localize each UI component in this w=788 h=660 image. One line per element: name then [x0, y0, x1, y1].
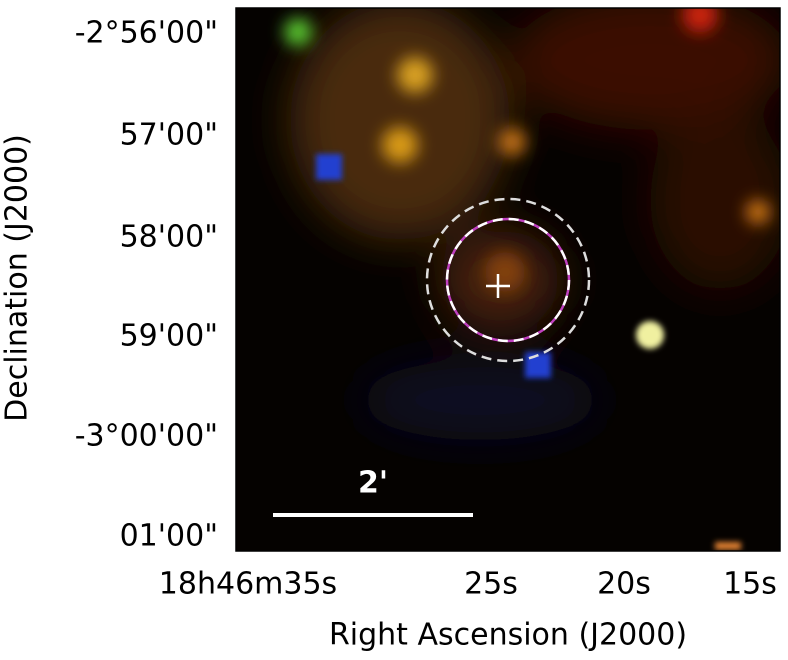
x-tick-label: 20s — [597, 567, 651, 602]
outer-aperture — [425, 197, 591, 363]
scale-bar-label: 2' — [358, 466, 388, 501]
y-tick-label: 01'00" — [120, 519, 218, 554]
y-tick-label: -3°00'00" — [75, 419, 218, 454]
y-tick-label: -2°56'00" — [75, 16, 218, 51]
y-axis-label: Declination (J2000) — [0, 134, 35, 422]
center-cross — [486, 274, 510, 298]
x-tick-label: 25s — [464, 567, 518, 602]
frame — [235, 7, 781, 552]
x-tick-label: 18h46m35s — [159, 567, 337, 602]
y-tick-label: 59'00" — [120, 319, 218, 354]
y-tick-label: 58'00" — [120, 220, 218, 255]
x-axis-label: Right Ascension (J2000) — [329, 618, 687, 653]
y-tick-label: 57'00" — [120, 118, 218, 153]
x-tick-label: 15s — [723, 567, 777, 602]
sky-image: 2' — [236, 8, 780, 551]
inner-aperture-dash — [445, 217, 571, 343]
